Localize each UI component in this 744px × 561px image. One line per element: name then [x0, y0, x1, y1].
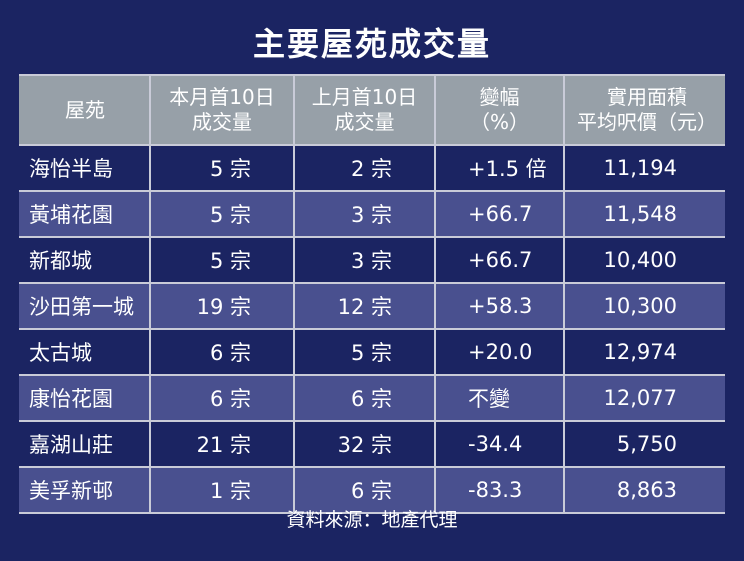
- header-this-month: 本月首10日 成交量: [151, 76, 295, 144]
- table-row: 新都城 5 宗 3 宗 +66.7 10,400: [19, 238, 725, 284]
- header-this-month-line1: 本月首10日: [169, 85, 275, 109]
- header-last-month-line2: 成交量: [334, 110, 395, 134]
- header-price: 實用面積 平均呎價（元）: [565, 76, 725, 144]
- estate-cell: 黃埔花園: [19, 192, 151, 236]
- last-month-cell: 3 宗: [295, 192, 436, 236]
- this-month-cell: 21 宗: [151, 422, 295, 466]
- this-month-cell: 5 宗: [151, 238, 295, 282]
- change-cell: -34.4: [436, 422, 565, 466]
- estate-cell: 康怡花園: [19, 376, 151, 420]
- estate-cell: 美孚新邨: [19, 468, 151, 512]
- price-cell: 12,077: [603, 386, 677, 410]
- header-last-month-line1: 上月首10日: [311, 85, 418, 109]
- header-change-line2: （%）: [469, 110, 529, 134]
- change-cell: +1.5 倍: [436, 146, 565, 190]
- change-cell: +66.7: [436, 238, 565, 282]
- header-last-month: 上月首10日 成交量: [295, 76, 436, 144]
- last-month-cell: 12 宗: [295, 284, 436, 328]
- table-row: 美孚新邨 1 宗 6 宗 -83.3 8,863: [19, 468, 725, 514]
- this-month-cell: 5 宗: [151, 192, 295, 236]
- table-row: 嘉湖山莊 21 宗 32 宗 -34.4 5,750: [19, 422, 725, 468]
- source-note: 資料來源：地產代理: [286, 509, 458, 531]
- estate-cell: 嘉湖山莊: [19, 422, 151, 466]
- price-cell: 11,194: [603, 156, 677, 180]
- table-header-row: 屋苑 本月首10日 成交量 上月首10日 成交量 變幅 （%） 實用面積 平均呎…: [19, 74, 725, 146]
- this-month-cell: 1 宗: [151, 468, 295, 512]
- header-estate: 屋苑: [19, 76, 151, 144]
- header-change: 變幅 （%）: [436, 76, 565, 144]
- header-price-line2: 平均呎價（元）: [577, 110, 717, 134]
- table-row: 黃埔花園 5 宗 3 宗 +66.7 11,548: [19, 192, 725, 238]
- price-cell: 11,548: [603, 202, 677, 226]
- price-cell: 12,974: [603, 340, 677, 364]
- last-month-cell: 5 宗: [295, 330, 436, 374]
- table-row: 海怡半島 5 宗 2 宗 +1.5 倍 11,194: [19, 146, 725, 192]
- change-cell: +20.0: [436, 330, 565, 374]
- header-estate-label: 屋苑: [65, 97, 105, 122]
- transaction-table: 屋苑 本月首10日 成交量 上月首10日 成交量 變幅 （%） 實用面積 平均呎…: [19, 74, 725, 514]
- chart-title: 主要屋苑成交量: [252, 25, 491, 63]
- table-row: 沙田第一城 19 宗 12 宗 +58.3 10,300: [19, 284, 725, 330]
- price-cell: 10,400: [603, 248, 677, 272]
- this-month-cell: 6 宗: [151, 330, 295, 374]
- last-month-cell: 3 宗: [295, 238, 436, 282]
- this-month-cell: 6 宗: [151, 376, 295, 420]
- estate-cell: 新都城: [19, 238, 151, 282]
- price-cell: 5,750: [616, 432, 677, 456]
- change-cell: 不變: [436, 376, 565, 420]
- last-month-cell: 2 宗: [295, 146, 436, 190]
- price-cell: 10,300: [603, 294, 677, 318]
- change-cell: +66.7: [436, 192, 565, 236]
- last-month-cell: 6 宗: [295, 468, 436, 512]
- table-row: 太古城 6 宗 5 宗 +20.0 12,974: [19, 330, 725, 376]
- estate-cell: 海怡半島: [19, 146, 151, 190]
- this-month-cell: 19 宗: [151, 284, 295, 328]
- estate-cell: 沙田第一城: [19, 284, 151, 328]
- this-month-cell: 5 宗: [151, 146, 295, 190]
- header-price-line1: 實用面積: [607, 85, 687, 109]
- change-cell: -83.3: [436, 468, 565, 512]
- table-row: 康怡花園 6 宗 6 宗 不變 12,077: [19, 376, 725, 422]
- price-cell: 8,863: [616, 478, 677, 502]
- header-this-month-line2: 成交量: [191, 110, 252, 134]
- estate-cell: 太古城: [19, 330, 151, 374]
- change-cell: +58.3: [436, 284, 565, 328]
- last-month-cell: 6 宗: [295, 376, 436, 420]
- last-month-cell: 32 宗: [295, 422, 436, 466]
- header-change-line1: 變幅: [479, 85, 520, 109]
